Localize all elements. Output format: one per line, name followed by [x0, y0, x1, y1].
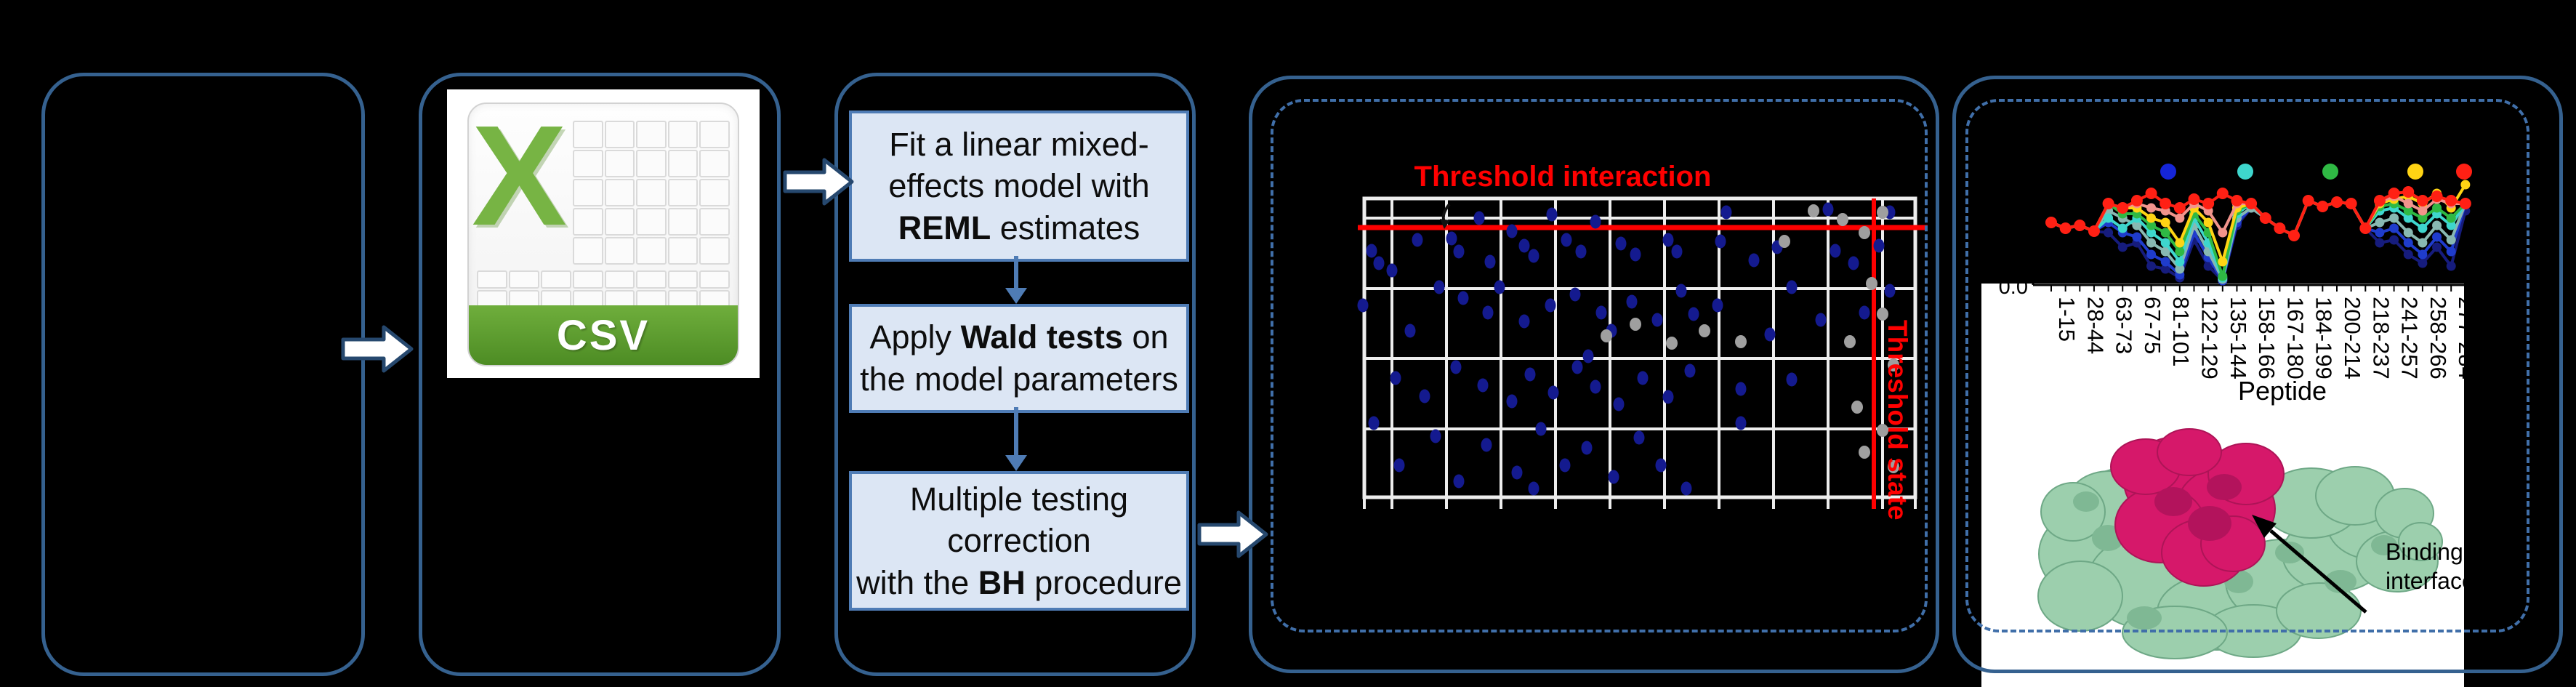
step-text-line: Apply Wald tests on — [869, 318, 1169, 356]
grid-cell — [636, 150, 667, 177]
grid-cell — [604, 237, 635, 265]
step-text-line: the model parameters — [860, 361, 1178, 398]
grid-cell — [604, 270, 635, 289]
step-text-line: Multiple testing — [909, 480, 1129, 518]
grid-cell — [541, 270, 571, 289]
step-text-line: effects model with — [888, 167, 1150, 205]
grid-cell — [699, 179, 730, 206]
grid-cell — [573, 270, 603, 289]
grid-cell — [667, 121, 699, 148]
step-text-line: Fit a linear mixed- — [889, 125, 1149, 163]
grid-cell — [509, 270, 539, 289]
grid-cell — [604, 208, 635, 236]
grid-cell — [636, 121, 667, 148]
panel-profile-plot — [1952, 76, 2563, 673]
grid-cell — [699, 270, 730, 289]
grid-cell — [573, 179, 603, 206]
panel-profile-plot-inner — [1965, 99, 2529, 632]
grid-cell — [573, 237, 603, 265]
excel-x-icon: X — [472, 103, 567, 255]
grid-cell — [636, 179, 667, 206]
panel-input — [41, 73, 365, 676]
grid-cell — [636, 237, 667, 265]
grid-cell — [667, 270, 699, 289]
step-text-line: REML estimates — [898, 209, 1140, 246]
grid-cell — [573, 208, 603, 236]
grid-cell — [604, 150, 635, 177]
grid-cell — [477, 270, 507, 289]
csv-file-icon: X CSV — [467, 103, 739, 366]
step-bh-correction-box: Multiple testing correction with the BH pr… — [849, 471, 1189, 611]
grid-cell — [699, 237, 730, 265]
grid-cell — [541, 290, 571, 308]
spreadsheet-grid-icon — [572, 120, 730, 265]
grid-cell — [573, 290, 603, 308]
grid-cell — [667, 290, 699, 308]
grid-cell — [636, 270, 667, 289]
panel-interaction-plot-inner — [1271, 99, 1928, 632]
grid-cell — [667, 150, 699, 177]
grid-cell — [604, 121, 635, 148]
csv-format-badge: CSV — [469, 305, 738, 365]
step-text-line: correction — [947, 522, 1091, 560]
panel-csv — [419, 73, 781, 676]
grid-cell — [699, 150, 730, 177]
grid-cell — [636, 208, 667, 236]
step-fit-lmm-box: Fit a linear mixed-effects model with REM… — [849, 111, 1189, 262]
spreadsheet-grid-small-icon — [476, 270, 572, 309]
grid-cell — [604, 179, 635, 206]
step-wald-tests-box: Apply Wald tests on the model parameters — [849, 304, 1189, 413]
spreadsheet-grid-lower-icon — [572, 270, 730, 309]
grid-cell — [573, 150, 603, 177]
grid-cell — [667, 179, 699, 206]
panel-pipeline — [834, 73, 1196, 676]
grid-cell — [699, 208, 730, 236]
grid-cell — [699, 121, 730, 148]
grid-cell — [667, 237, 699, 265]
grid-cell — [604, 290, 635, 308]
panel-interaction-plot — [1249, 76, 1939, 673]
grid-cell — [573, 121, 603, 148]
csv-file-image: X CSV — [447, 89, 760, 378]
step-text-line: with the BH procedure — [856, 563, 1182, 601]
grid-cell — [667, 208, 699, 236]
